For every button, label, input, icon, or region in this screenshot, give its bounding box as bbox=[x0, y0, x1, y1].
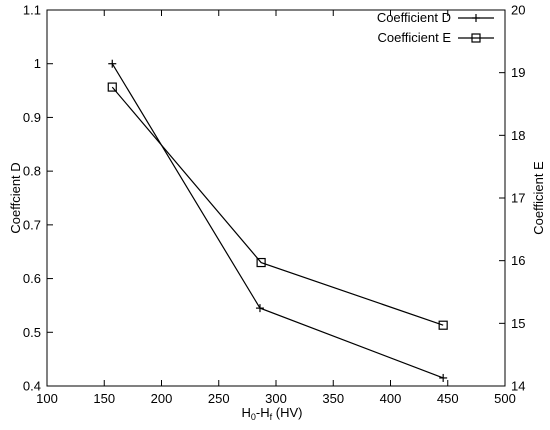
y-right-tick-label: 14 bbox=[511, 379, 525, 394]
y-right-tick-label: 19 bbox=[511, 65, 525, 80]
y-left-tick-label: 0.9 bbox=[23, 110, 41, 125]
legend-label-coefficient-e: Coefficient E bbox=[378, 30, 452, 45]
y-left-axis-title: Coeffcient D bbox=[8, 162, 23, 233]
y-right-axis-title: Coefficient E bbox=[531, 161, 546, 235]
x-tick-label: 300 bbox=[265, 391, 287, 406]
y-left-tick-label: 0.6 bbox=[23, 271, 41, 286]
series-line-coefficient-e bbox=[111, 86, 444, 326]
y-left-tick-label: 1 bbox=[34, 56, 41, 71]
y-right-tick-label: 20 bbox=[511, 3, 525, 18]
y-right-tick-label: 15 bbox=[511, 316, 525, 331]
x-tick-label: 200 bbox=[151, 391, 173, 406]
series-line-coefficient-d bbox=[111, 63, 444, 379]
x-tick-label: 500 bbox=[494, 391, 516, 406]
data-point-coefficient-e bbox=[438, 320, 448, 330]
ticks-layer: 100 150 200 250 300 350 400 450 500 0.4 0.5 0.6 0.7 0… bbox=[23, 3, 526, 407]
y-left-tick-label: 0.7 bbox=[23, 217, 41, 232]
y-left-tick-label: 0.8 bbox=[23, 164, 41, 179]
data-point-coefficient-e bbox=[107, 82, 117, 92]
series-layer bbox=[107, 59, 448, 382]
y-right-tick-label: 16 bbox=[511, 253, 525, 268]
x-tick-label: 400 bbox=[380, 391, 402, 406]
legend-marker-coefficient-d bbox=[472, 14, 480, 22]
y-right-tick-label: 18 bbox=[511, 128, 525, 143]
x-tick-label: 150 bbox=[93, 391, 115, 406]
y-left-tick-label: 1.1 bbox=[23, 3, 41, 18]
x-tick-label: 450 bbox=[437, 391, 459, 406]
legend-label-coefficient-d: Coefficient D bbox=[377, 10, 451, 25]
data-point-coefficient-d bbox=[255, 304, 264, 313]
x-axis-title-dash: -H bbox=[256, 405, 270, 420]
x-axis-title-sub1: 0 bbox=[251, 412, 256, 422]
data-point-coefficient-d bbox=[439, 373, 448, 382]
x-tick-label: 250 bbox=[208, 391, 230, 406]
x-axis-title-sub2: f bbox=[270, 412, 273, 422]
legend: Coefficient D Coefficient E bbox=[377, 10, 494, 45]
y-left-tick-label: 0.4 bbox=[23, 379, 41, 394]
y-left-tick-label: 0.5 bbox=[23, 325, 41, 340]
data-point-coefficient-d bbox=[108, 59, 117, 68]
legend-swatches bbox=[458, 14, 494, 43]
y-right-tick-label: 17 bbox=[511, 191, 525, 206]
x-axis-title-main: H bbox=[242, 405, 251, 420]
data-point-coefficient-e bbox=[256, 257, 266, 268]
plot-frame bbox=[46, 9, 506, 387]
x-tick-label: 350 bbox=[322, 391, 344, 406]
x-axis-title-unit: (HV) bbox=[272, 405, 302, 420]
legend-marker-coefficient-e bbox=[471, 33, 481, 43]
x-axis-title: H0-Hf (HV) bbox=[242, 405, 303, 422]
x-tick-label: 100 bbox=[36, 391, 58, 406]
